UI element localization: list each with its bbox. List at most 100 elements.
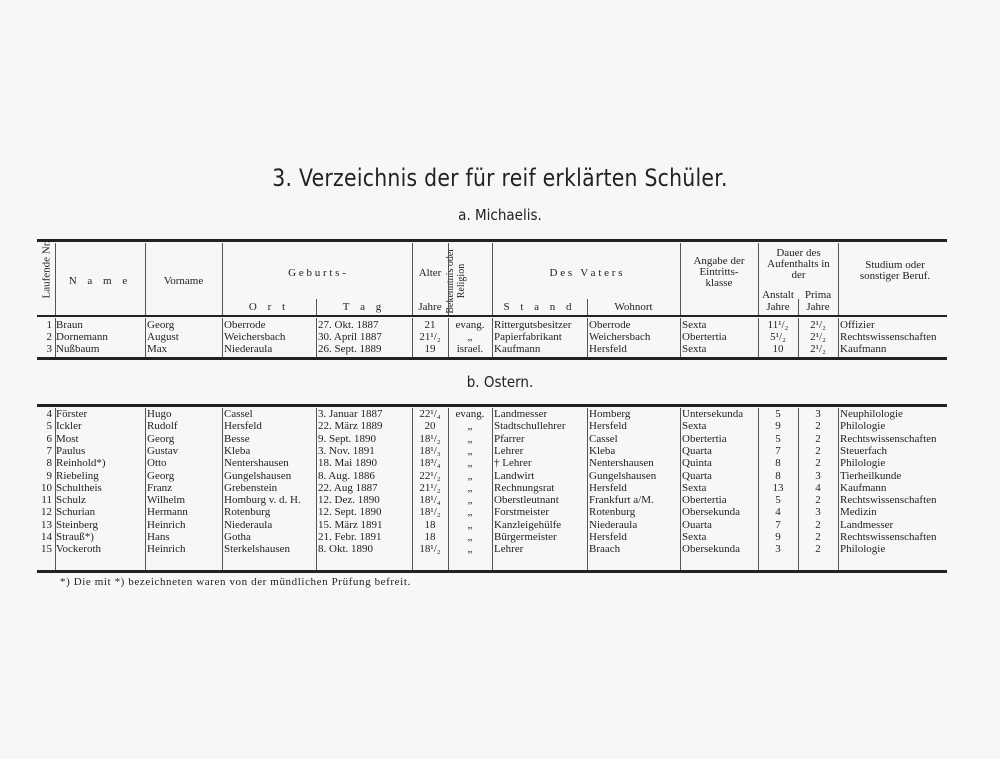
cell-anstalt: 8 <box>775 469 781 482</box>
cell-nr: 14 <box>41 531 52 543</box>
table-row: 10 Schultheis Franz Grebenstein 22. Aug 1887… <box>0 482 1000 494</box>
cell-religion: „ <box>467 518 473 531</box>
table-row: 7 Paulus Gustav Kleba 3. Nov. 1891 18¹/₃ „ Lehr… <box>0 445 1000 457</box>
column-divider <box>492 243 493 315</box>
header-alter: Alter <box>418 267 442 279</box>
column-divider <box>492 408 493 570</box>
footnote: *) Die mit *) bezeichneten waren von der… <box>60 576 411 588</box>
column-divider <box>758 243 759 315</box>
cell-anstalt: 5¹/₂ <box>770 331 786 343</box>
cell-alter: 18¹/₂ <box>419 432 441 445</box>
cell-anstalt: 7 <box>775 518 781 531</box>
cell-ort: Niederaula <box>224 343 273 355</box>
column-divider <box>316 318 317 357</box>
cell-nr: 9 <box>46 469 53 482</box>
cell-stand: Lehrer <box>494 543 524 556</box>
cell-stand: Oberstleutnant <box>494 494 559 507</box>
cell-alter: 18 <box>424 518 436 531</box>
column-divider <box>838 408 839 570</box>
cell-name: Steinberg <box>56 518 98 531</box>
cell-alter: 22¹/₄ <box>419 408 441 420</box>
cell-religion: „ <box>467 543 473 556</box>
cell-ort: Grebenstein <box>224 481 278 494</box>
cell-wohnort: Hersfeld <box>589 420 627 433</box>
cell-stand: Papierfabrikant <box>494 331 562 343</box>
cell-studium: Offizier <box>840 319 875 331</box>
cell-tag: 30. April 1887 <box>318 331 382 343</box>
rule <box>37 357 947 360</box>
cell-vorname: Gustav <box>147 444 179 457</box>
cell-studium: Kaufmann <box>840 481 887 494</box>
cell-eintritt: Untersekunda <box>682 408 744 420</box>
cell-anstalt: 11¹/₂ <box>767 319 789 331</box>
cell-wohnort: Rotenburg <box>589 506 636 519</box>
cell-vorname: Heinrich <box>147 518 186 531</box>
cell-ort: Gotha <box>224 531 251 543</box>
table-row: 3 Nußbaum Max Niederaula 26. Sept. 1889 19 isr… <box>0 343 1000 355</box>
cell-prima: 3 <box>815 408 821 420</box>
cell-studium: Rechtswissenschaften <box>840 494 937 507</box>
cell-eintritt: Sexta <box>682 319 707 331</box>
cell-tag: 26. Sept. 1889 <box>318 343 382 355</box>
column-divider <box>492 318 493 357</box>
cell-prima: 2 <box>815 420 821 433</box>
cell-eintritt: Quinta <box>682 457 712 470</box>
header-anstalt: Anstalt <box>762 289 794 301</box>
column-divider <box>587 318 588 357</box>
cell-wohnort: Homberg <box>589 408 631 420</box>
cell-name: Schulz <box>56 494 86 507</box>
cell-alter: 21¹/₂ <box>419 331 441 343</box>
cell-wohnort: Kleba <box>589 444 616 457</box>
column-divider <box>680 318 681 357</box>
cell-studium: Philologie <box>840 543 886 556</box>
cell-stand: Kanzleigehülfe <box>494 518 562 531</box>
header-geburts: G e b u r t s - <box>288 267 346 279</box>
cell-stand: Landwirt <box>494 469 535 482</box>
cell-religion: „ <box>467 331 473 343</box>
cell-eintritt: Sexta <box>682 343 707 355</box>
cell-alter: 19 <box>424 343 436 355</box>
cell-ort: Niederaula <box>224 518 273 531</box>
header-vaters: D e s V a t e r s <box>549 267 623 279</box>
table-row: 1 Braun Georg Oberrode 27. Okt. 1887 21 evang.… <box>0 319 1000 331</box>
header-religion: Bekenntnis oder Religion <box>445 248 467 314</box>
cell-vorname: Hans <box>147 531 170 543</box>
cell-ort: Sterkelshausen <box>224 543 290 556</box>
cell-ort: Kleba <box>224 444 251 457</box>
cell-tag: 3. Nov. 1891 <box>318 444 375 457</box>
cell-anstalt: 7 <box>775 444 781 457</box>
cell-tag: 9. Sept. 1890 <box>318 432 377 445</box>
cell-tag: 22. März 1889 <box>318 420 383 433</box>
cell-prima: 2 <box>815 457 821 470</box>
cell-tag: 21. Febr. 1891 <box>318 531 382 543</box>
cell-wohnort: Braach <box>589 543 621 556</box>
cell-studium: Neuphilologie <box>840 408 903 420</box>
cell-name: Braun <box>56 319 83 331</box>
cell-alter: 18 <box>424 531 436 543</box>
cell-name: Nußbaum <box>56 343 100 355</box>
cell-alter: 21¹/₂ <box>419 481 441 494</box>
header-studium: Studium oder sonstiger Beruf. <box>859 259 931 282</box>
cell-vorname: Otto <box>147 457 167 470</box>
cell-religion: „ <box>467 531 473 543</box>
cell-eintritt: Sexta <box>682 531 707 543</box>
column-divider <box>838 318 839 357</box>
cell-prima: 4 <box>815 481 821 494</box>
cell-wohnort: Gungelshausen <box>589 469 657 482</box>
cell-vorname: Heinrich <box>147 543 186 556</box>
cell-nr: 1 <box>46 319 53 331</box>
table-row: 11 Schulz Wilhelm Homburg v. d. H. 12. Dez. … <box>0 494 1000 506</box>
cell-studium: Kaufmann <box>840 343 887 355</box>
column-divider <box>758 408 759 570</box>
cell-prima: 2 <box>815 543 821 556</box>
cell-anstalt: 9 <box>775 531 781 543</box>
header-jahre: Jahre <box>418 301 442 313</box>
table-row: 15 Vockeroth Heinrich Sterkelshausen 8. Okt.… <box>0 543 1000 555</box>
column-divider <box>798 318 799 357</box>
cell-nr: 15 <box>41 543 52 556</box>
cell-ort: Gungelshausen <box>224 469 292 482</box>
cell-religion: evang. <box>455 408 485 420</box>
cell-alter: 18¹/₂ <box>419 506 441 519</box>
cell-religion: „ <box>467 457 473 470</box>
header-prima: Prima <box>804 289 832 301</box>
